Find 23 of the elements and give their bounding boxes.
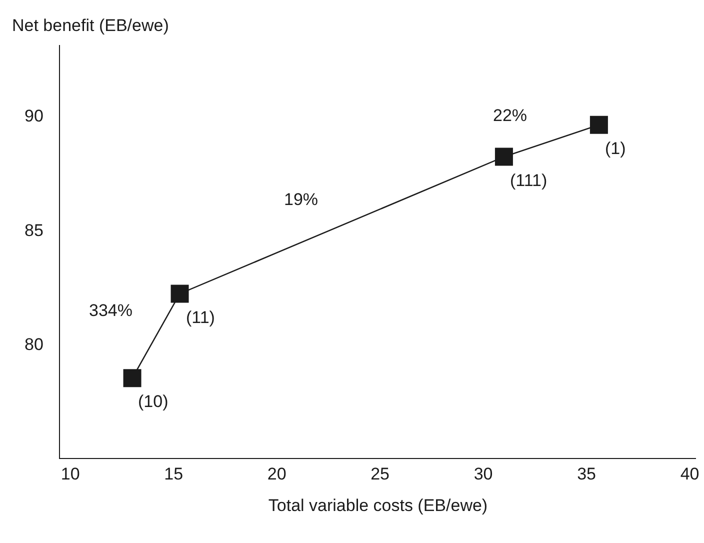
annotation: (111) xyxy=(510,171,548,190)
point xyxy=(170,284,189,303)
x-tick-label: 30 xyxy=(474,464,493,484)
x-axis-title: Total variable costs (EB/ewe) xyxy=(268,496,488,515)
y-tick-label: 90 xyxy=(24,106,44,126)
annotation: (10) xyxy=(138,392,168,411)
point xyxy=(590,116,608,134)
y-axis-title: Net benefit (EB/ewe) xyxy=(12,16,169,35)
annotation: 22% xyxy=(493,106,528,125)
y-tick-label: 80 xyxy=(24,334,44,354)
annotation: (11) xyxy=(186,308,215,327)
y-tick-label: 85 xyxy=(24,220,44,240)
annotation: 19% xyxy=(284,190,318,209)
x-tick-label: 20 xyxy=(267,464,286,484)
point xyxy=(123,369,142,388)
point xyxy=(494,148,513,166)
x-tick-label: 15 xyxy=(164,464,184,484)
x-tick-label: 10 xyxy=(60,464,80,484)
x-tick-label: 40 xyxy=(680,464,700,484)
annotation: (1) xyxy=(605,139,626,158)
x-tick-label: 35 xyxy=(577,464,596,484)
x-tick-label: 25 xyxy=(370,464,390,484)
annotation: 334% xyxy=(89,301,132,320)
